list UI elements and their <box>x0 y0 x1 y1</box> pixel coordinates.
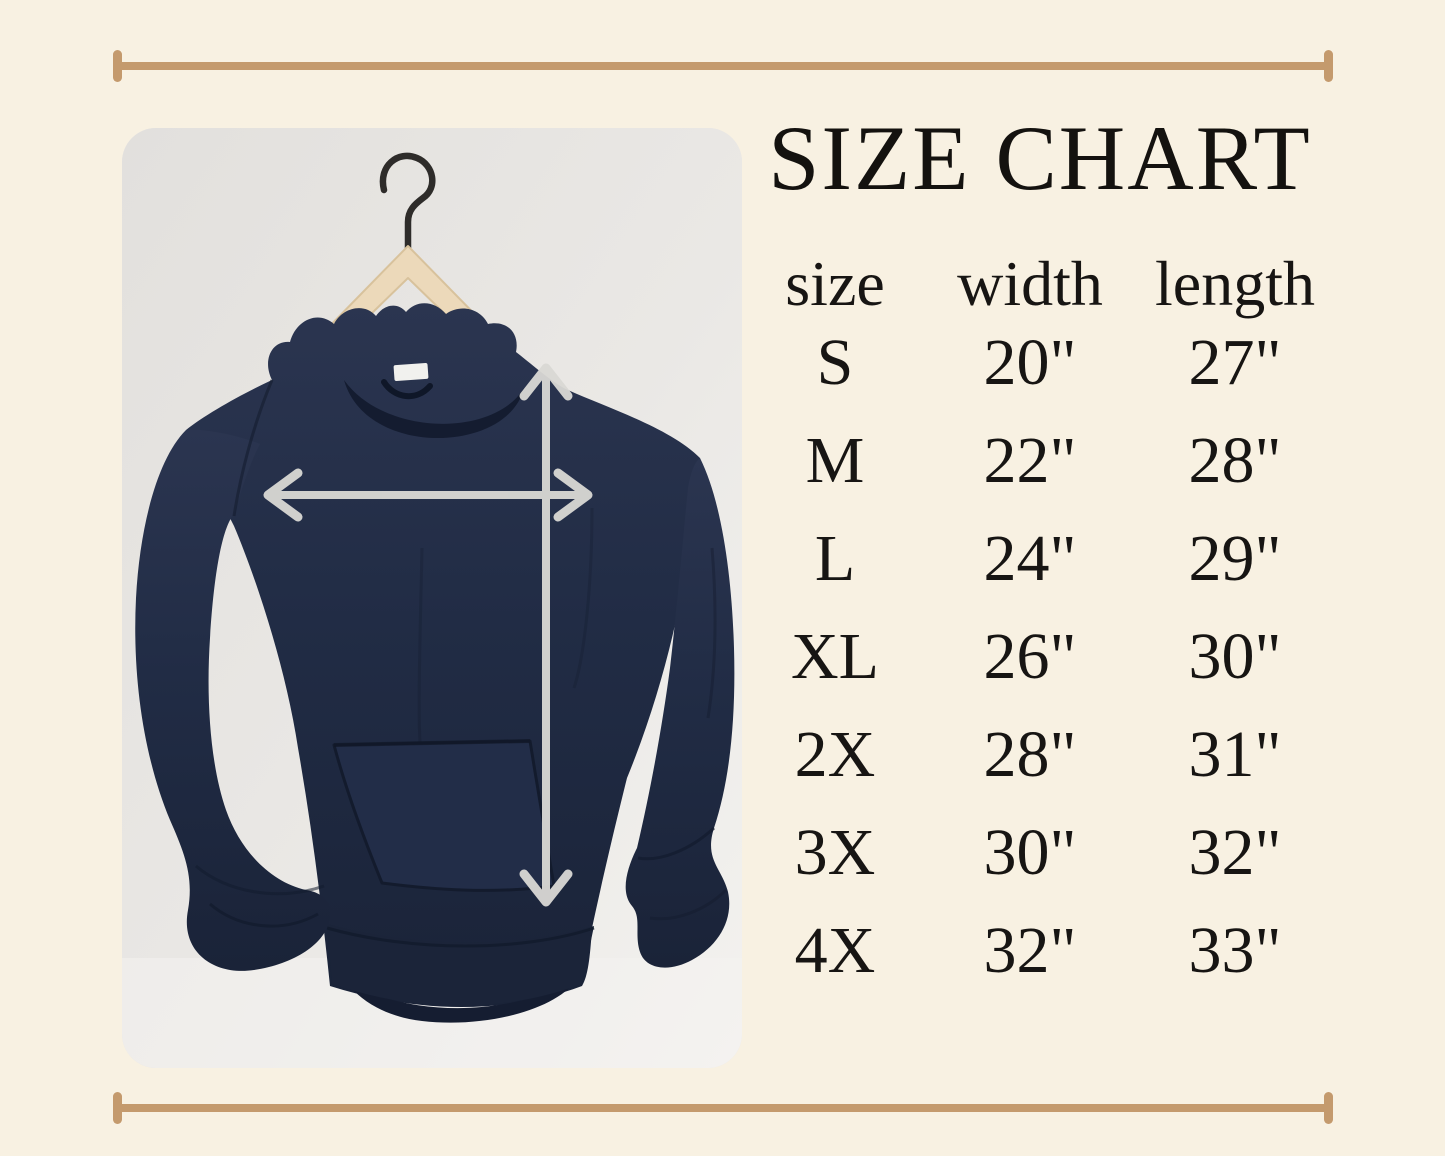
length-value: 32" <box>1188 816 1282 889</box>
table-row: L 24" 29" <box>765 510 1315 608</box>
table-header-row: size width length <box>765 240 1315 328</box>
right-cuff-fold <box>637 826 716 861</box>
drape-line-3 <box>706 547 717 719</box>
pocket-seam <box>333 739 531 747</box>
length-value: 28" <box>1188 424 1282 497</box>
divider-line <box>120 62 1326 70</box>
hanger-hook-icon <box>379 152 436 258</box>
divider-endcap-left <box>113 1092 122 1124</box>
page-title: SIZE CHART <box>768 107 1312 209</box>
drape-line-1 <box>417 547 424 743</box>
top-divider <box>113 50 1333 82</box>
table-row: XL 26" 30" <box>765 608 1315 706</box>
table-row: M 22" 28" <box>765 412 1315 510</box>
right-cuff-fold2 <box>649 888 728 921</box>
hoodie-left-sleeve <box>135 429 331 971</box>
size-value: S <box>816 326 854 399</box>
size-value: M <box>805 424 865 497</box>
hoodie-right-sleeve <box>625 458 735 968</box>
length-value: 29" <box>1188 522 1282 595</box>
length-value: 27" <box>1188 326 1282 399</box>
neck-tag <box>393 362 429 382</box>
hoodie-hem <box>327 924 594 1006</box>
hoodie-photo-illustration <box>122 128 742 1068</box>
column-header-size: size <box>785 248 885 319</box>
size-value: XL <box>791 620 879 693</box>
width-value: 22" <box>983 424 1077 497</box>
product-photo <box>122 128 742 1068</box>
width-value: 30" <box>983 816 1077 889</box>
bottom-divider <box>113 1092 1333 1124</box>
width-value: 32" <box>983 914 1077 987</box>
size-value: 3X <box>794 816 876 889</box>
divider-line <box>120 1104 1326 1112</box>
column-header-width: width <box>957 248 1103 319</box>
hoodie-pocket <box>332 739 556 892</box>
drape-line-2 <box>572 507 594 689</box>
width-arrow-icon <box>263 468 593 522</box>
divider-endcap-left <box>113 50 122 82</box>
size-value: 2X <box>794 718 876 791</box>
left-cuff-fold <box>209 902 319 928</box>
width-value: 28" <box>983 718 1077 791</box>
length-value: 31" <box>1188 718 1282 791</box>
table-row: 2X 28" 31" <box>765 706 1315 804</box>
size-chart-panel: SIZE CHART size width length S 20" 27" M… <box>765 112 1315 1000</box>
length-value: 30" <box>1188 620 1282 693</box>
divider-endcap-right <box>1324 1092 1333 1124</box>
hem-seam <box>326 926 595 948</box>
size-value: 4X <box>794 914 876 987</box>
hood-neck-shadow <box>344 380 524 439</box>
drawstring <box>381 379 433 399</box>
table-body: S 20" 27" M 22" 28" L 24" 29" XL 26" 30"… <box>765 314 1315 1000</box>
column-header-length: length <box>1155 248 1315 319</box>
length-value: 33" <box>1188 914 1282 987</box>
width-value: 26" <box>983 620 1077 693</box>
hoodie-underlayer <box>347 980 577 1023</box>
raglan-seam-left <box>232 379 274 517</box>
width-value: 24" <box>983 522 1077 595</box>
left-cuff-fold2 <box>195 864 325 896</box>
width-value: 20" <box>983 326 1077 399</box>
table-row: 3X 30" 32" <box>765 804 1315 902</box>
table-row: S 20" 27" <box>765 314 1315 412</box>
divider-endcap-right <box>1324 50 1333 82</box>
size-value: L <box>814 522 856 595</box>
length-arrow-icon <box>519 363 573 907</box>
table-row: 4X 32" 33" <box>765 902 1315 1000</box>
